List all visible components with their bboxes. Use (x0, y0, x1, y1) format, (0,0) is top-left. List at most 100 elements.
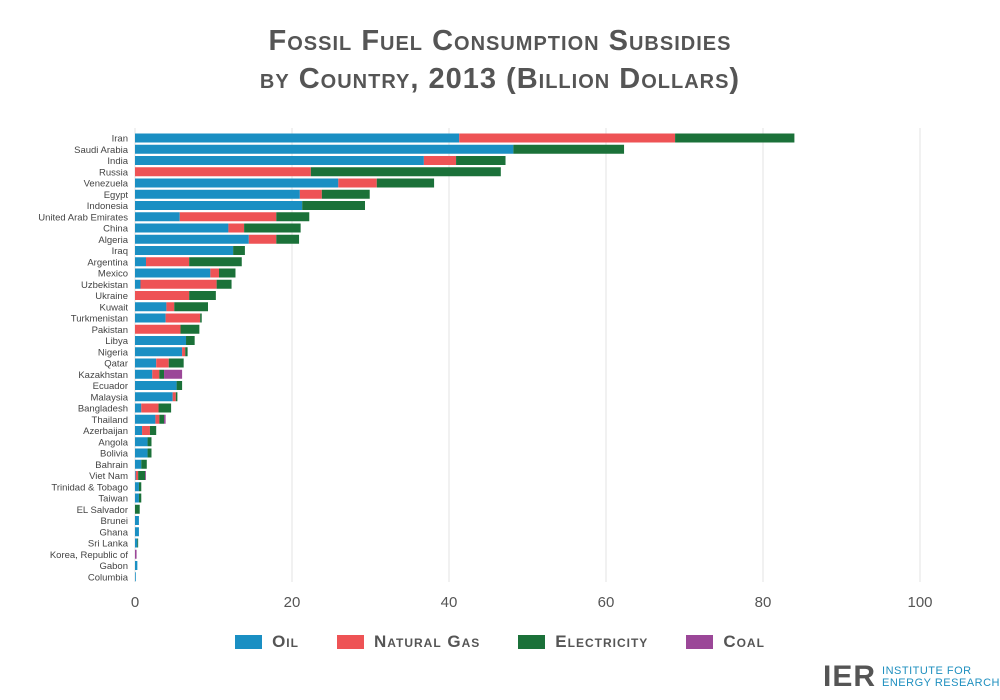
bar-natural-gas (140, 279, 217, 289)
category-label: Iraq (112, 246, 128, 257)
bar-natural-gas (166, 302, 175, 312)
bar-electricity (376, 178, 435, 188)
bar-oil (135, 313, 166, 323)
chart-title-line-2: by Country, 2013 (Billion Dollars) (259, 63, 741, 95)
category-label: Saudi Arabia (74, 145, 129, 156)
bar-coal (145, 471, 146, 480)
bar-electricity (513, 144, 625, 154)
legend-label-coal: Coal (723, 632, 765, 651)
bar-electricity (233, 246, 245, 255)
bar-oil (135, 392, 173, 402)
logo-line-2: ENERGY RESEARCH (882, 677, 1000, 689)
category-label: Brunei (101, 516, 128, 527)
bar-electricity (138, 471, 146, 480)
bar-natural-gas (142, 426, 150, 435)
category-label: Ghana (99, 527, 128, 538)
category-label: India (107, 156, 128, 167)
legend-swatch-electricity (518, 635, 546, 649)
bar-electricity (180, 324, 200, 334)
category-label: Qatar (104, 359, 128, 370)
category-label: Malaysia (91, 392, 129, 403)
legend-item-coal: Coal (686, 632, 765, 652)
bar-electricity (200, 313, 202, 323)
bar-electricity (138, 493, 142, 503)
bar-electricity (321, 189, 370, 199)
bar-electricity (456, 156, 506, 165)
logo-line-1: INSTITUTE FOR (882, 665, 972, 677)
bar-electricity (158, 403, 172, 413)
category-label: Angola (98, 437, 128, 448)
legend-label-natural-gas: Natural Gas (373, 632, 481, 651)
category-label: Turkmenistan (71, 314, 128, 325)
bar-natural-gas (135, 324, 181, 334)
legend-item-oil: Oil (235, 632, 299, 652)
bar-oil (135, 403, 142, 413)
legend-item-electricity: Electricity (518, 632, 648, 652)
bar-electricity (147, 448, 152, 458)
bar-electricity (159, 414, 165, 424)
bar-oil (135, 302, 167, 312)
category-label: Bolivia (100, 449, 129, 460)
bar-oil (135, 234, 249, 244)
bar-natural-gas (156, 358, 169, 368)
bar-oil (135, 133, 460, 143)
x-tick-label: 100 (907, 594, 932, 611)
bar-natural-gas (210, 268, 219, 278)
category-label: Taiwan (98, 494, 128, 505)
x-tick-label: 40 (441, 594, 458, 611)
bar-oil (135, 212, 180, 222)
bar-coal (164, 414, 166, 424)
bar-electricity (189, 257, 242, 267)
bar-electricity (135, 504, 140, 514)
bar-electricity (149, 426, 157, 435)
bar-electricity (302, 201, 366, 210)
bar-natural-gas (248, 234, 277, 244)
category-label: Bahrain (95, 460, 128, 471)
category-label: Mexico (98, 269, 128, 280)
bar-electricity (175, 392, 178, 402)
bars (135, 133, 795, 582)
bar-electricity (138, 482, 142, 492)
bar-electricity (141, 459, 147, 469)
bar-oil (135, 347, 183, 357)
category-label: Kazakhstan (78, 370, 128, 381)
category-label: Uzbekistan (81, 280, 128, 291)
legend-swatch-coal (686, 635, 714, 649)
bar-natural-gas (179, 212, 277, 222)
bar-natural-gas (228, 223, 245, 233)
category-label: Azerbaijan (83, 426, 128, 437)
bar-oil (135, 527, 139, 537)
category-label: Viet Nam (89, 471, 128, 482)
bar-oil (135, 426, 143, 435)
chart-title-line-1: Fossil Fuel Consumption Subsidies (268, 25, 732, 57)
bar-electricity (675, 133, 795, 143)
bar-electricity (189, 291, 216, 300)
bar-natural-gas (141, 403, 159, 413)
bar-oil (135, 268, 211, 278)
category-label: China (103, 224, 129, 235)
legend-label-electricity: Electricity (555, 632, 649, 651)
x-tick-label: 20 (284, 594, 301, 611)
bar-natural-gas (135, 291, 190, 300)
bar-electricity (276, 234, 300, 244)
bar-electricity (310, 167, 501, 177)
category-label: Algeria (98, 235, 128, 246)
bar-oil (135, 144, 514, 154)
bar-oil (135, 448, 148, 458)
bar-electricity (168, 358, 184, 368)
bar-electricity (244, 223, 301, 233)
bar-oil (135, 246, 234, 255)
category-label: Ecuador (93, 381, 128, 392)
bar-oil (135, 336, 187, 345)
bar-oil (135, 178, 339, 188)
bar-oil (135, 561, 138, 570)
bar-natural-gas (299, 189, 322, 199)
logo-text: INSTITUTE FOR ENERGY RESEARCH (882, 665, 1000, 689)
bar-oil (135, 414, 156, 424)
x-tick-label: 60 (598, 594, 615, 611)
category-label: Egypt (104, 190, 129, 201)
bar-natural-gas (152, 369, 160, 379)
category-label: Ukraine (95, 291, 128, 302)
